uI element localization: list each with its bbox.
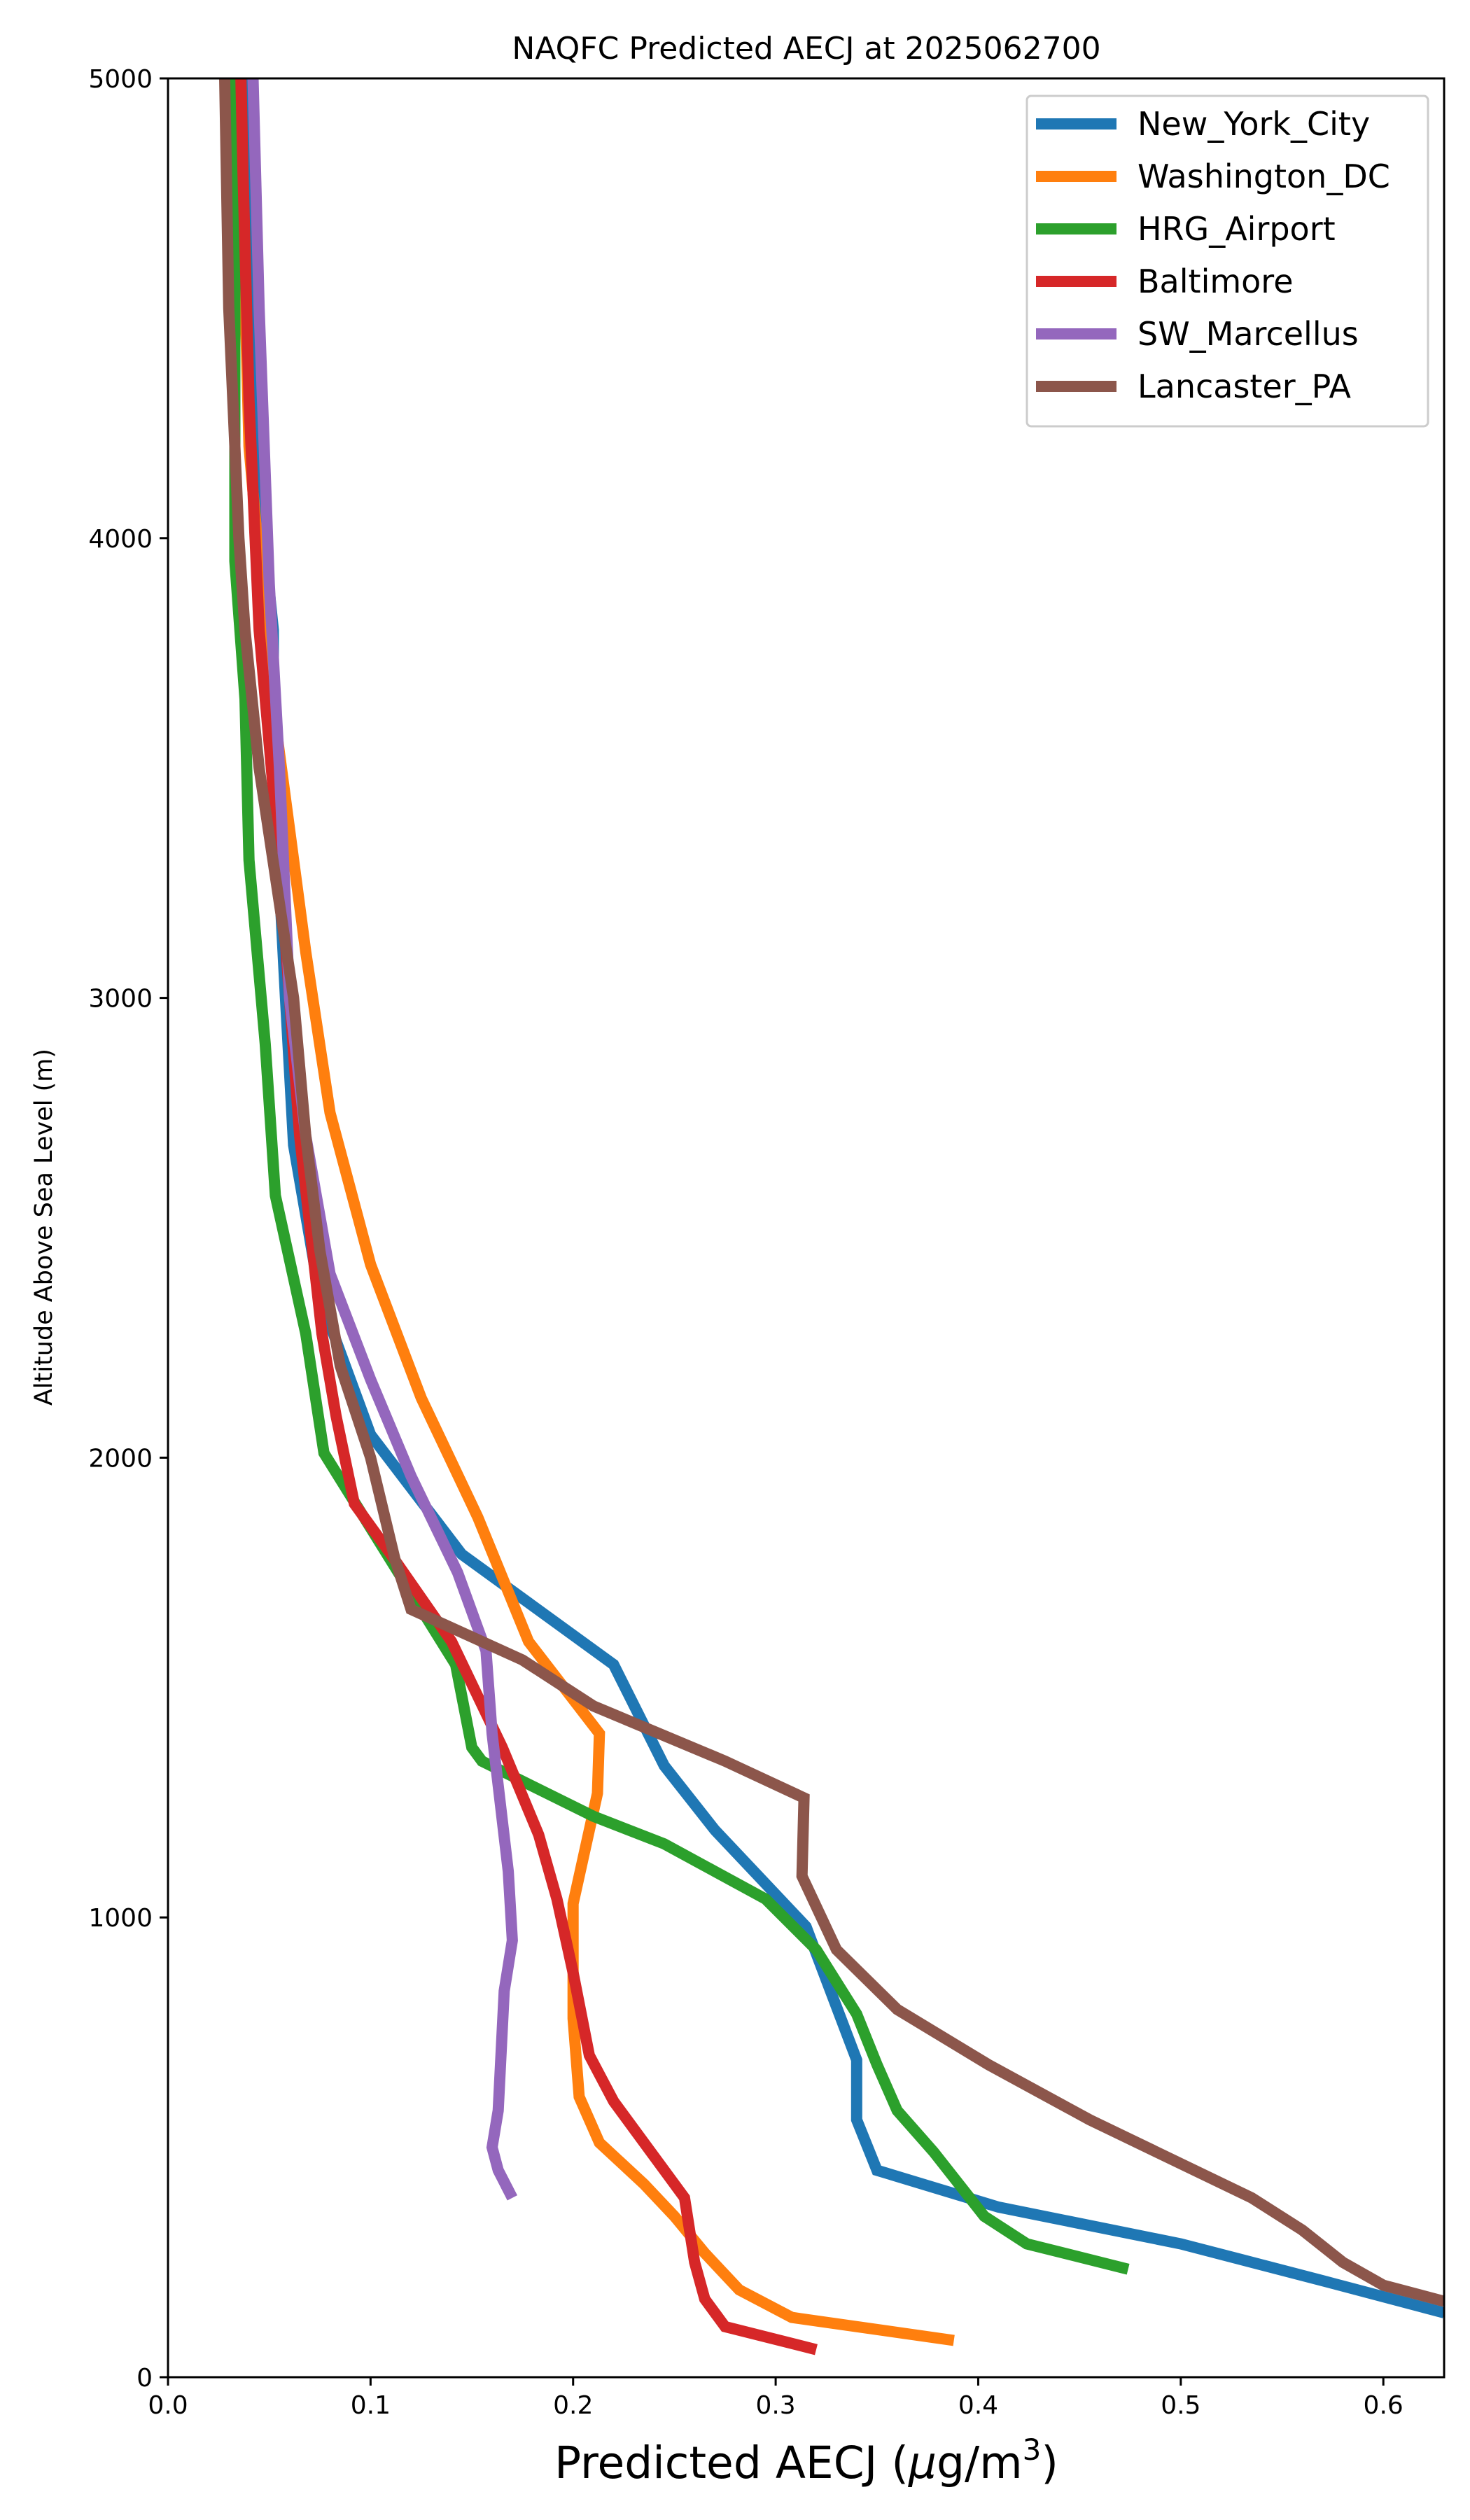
x-axis-label: Predicted AECJ (μg/m3) xyxy=(554,2432,1058,2488)
legend-label-lancaster-pa: Lancaster_PA xyxy=(1138,368,1351,405)
x-axis-ticks: 0.0 0.1 0.2 0.3 0.4 0.5 0.6 xyxy=(148,2377,1404,2420)
x-tick-label: 0.3 xyxy=(755,2391,795,2420)
legend-label-hrg-airport: HRG_Airport xyxy=(1138,210,1336,248)
x-tick-label: 0.5 xyxy=(1161,2391,1200,2420)
legend-box xyxy=(1026,94,1429,428)
chart-title: NAQFC Predicted AECJ at 2025062700 xyxy=(512,31,1100,66)
x-tick-label: 0.2 xyxy=(553,2391,593,2420)
y-axis-label: Altitude Above Sea Level (m) xyxy=(30,1049,58,1406)
series-layer xyxy=(219,78,1444,2356)
x-axis-label-exponent: 3 xyxy=(1023,2432,1042,2467)
y-tick-label: 2000 xyxy=(88,1444,153,1473)
x-tick-label: 0.4 xyxy=(958,2391,998,2420)
y-tick-label: 3000 xyxy=(88,985,153,1014)
legend-label-washington-dc: Washington_DC xyxy=(1138,158,1390,195)
y-tick-label: 1000 xyxy=(88,1904,153,1933)
plot-frame xyxy=(167,77,1446,2379)
series-line-sw-marcellus xyxy=(247,78,518,2201)
x-tick-label: 0.6 xyxy=(1364,2391,1404,2420)
x-axis-label-main: Predicted AECJ ( xyxy=(554,2437,909,2488)
y-axis-ticks: 0 1000 2000 3000 4000 5000 xyxy=(88,65,168,2393)
series-line-baltimore xyxy=(235,78,818,2356)
legend: New_York_City Washington_DC HRG_Airport Bal… xyxy=(1026,94,1429,428)
series-group xyxy=(219,78,1444,2356)
legend-label-baltimore: Baltimore xyxy=(1138,262,1294,300)
x-axis-label-unit: g/m xyxy=(937,2437,1023,2488)
y-tick-label: 5000 xyxy=(88,65,153,94)
series-line-lancaster-pa xyxy=(219,78,1444,2307)
x-tick-label: 0.1 xyxy=(351,2391,391,2420)
y-tick-label: 0 xyxy=(136,2364,153,2393)
x-tick-label: 0.0 xyxy=(148,2391,188,2420)
x-axis-label-close: ) xyxy=(1041,2437,1058,2488)
legend-label-new-york-city: New_York_City xyxy=(1138,105,1370,143)
x-axis-label-mu: μ xyxy=(908,2437,937,2488)
y-tick-label: 4000 xyxy=(88,525,153,554)
series-line-hrg-airport xyxy=(229,78,1130,2275)
legend-label-sw-marcellus: SW_Marcellus xyxy=(1138,315,1359,353)
